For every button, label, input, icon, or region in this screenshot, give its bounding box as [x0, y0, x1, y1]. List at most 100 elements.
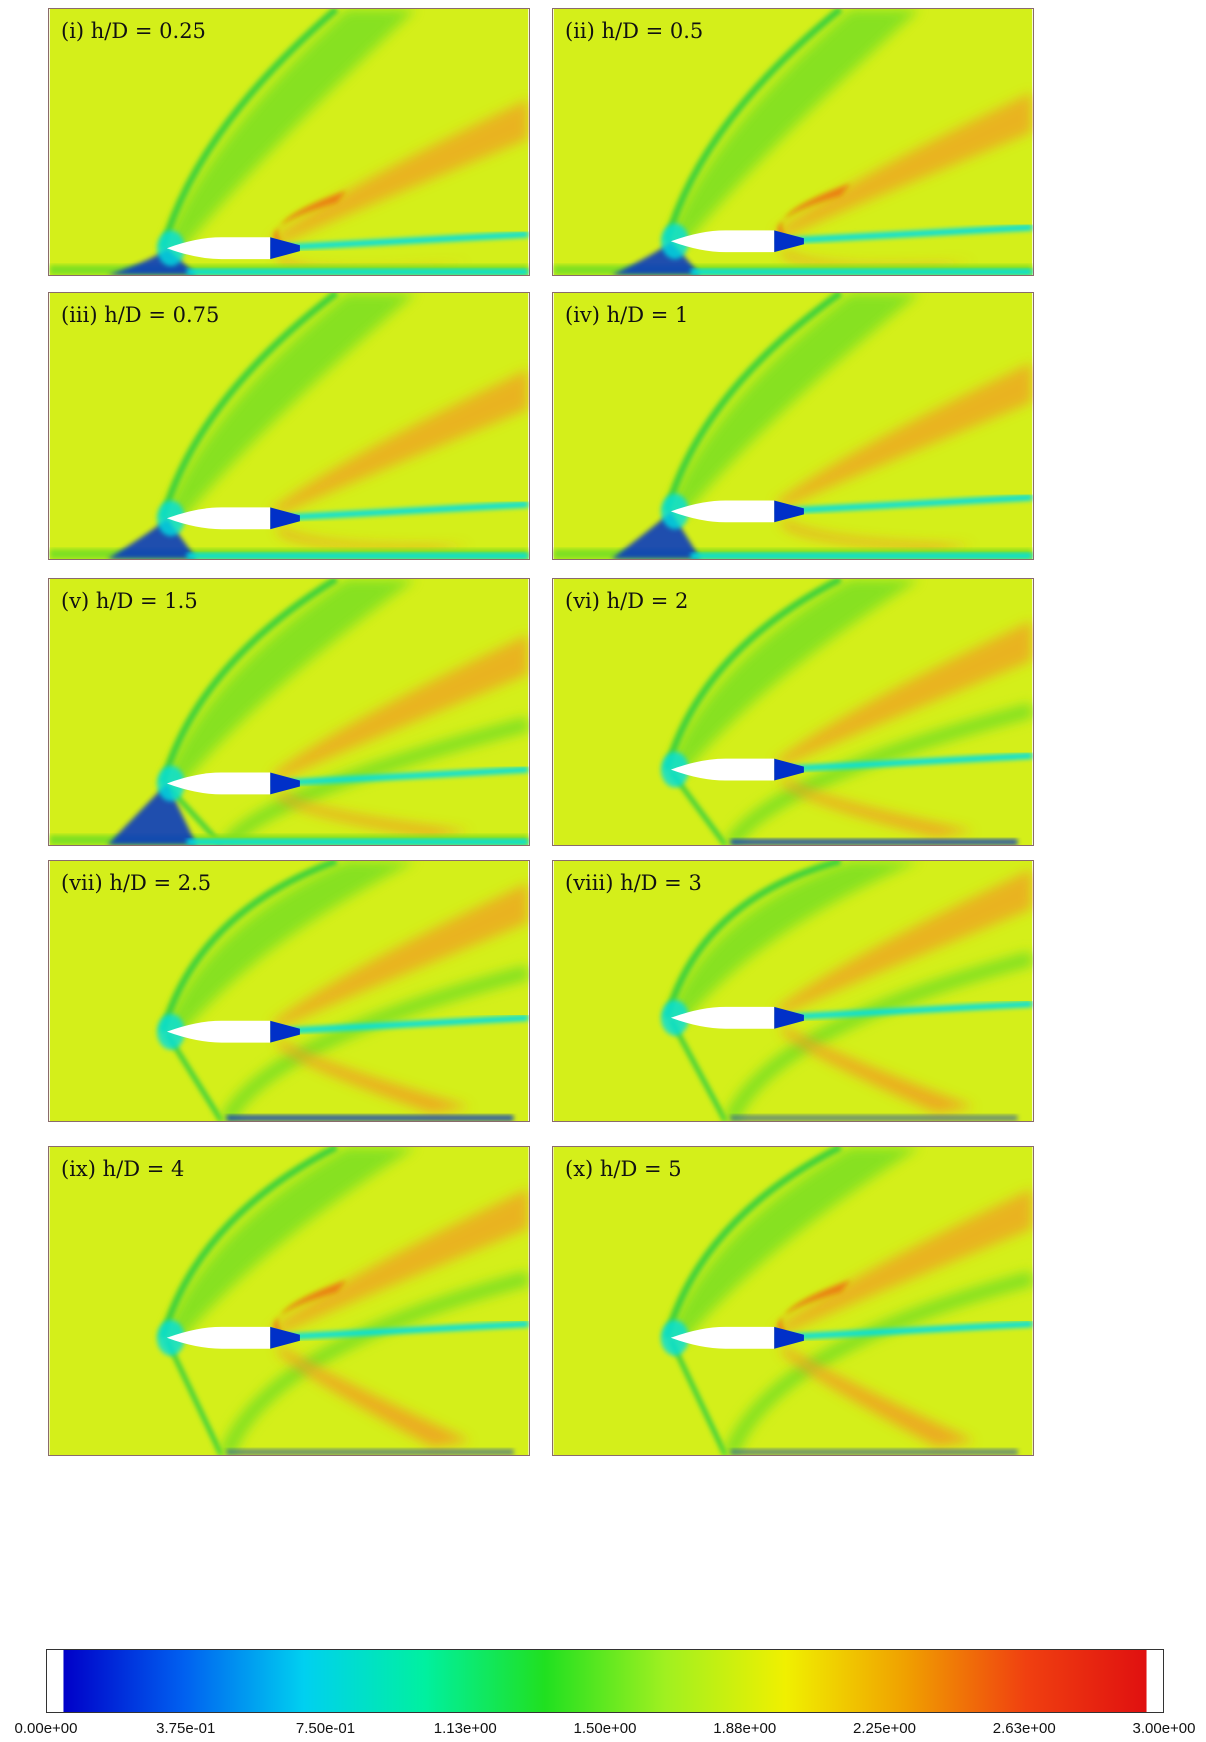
- base-wake: [270, 772, 300, 795]
- floor-impingement: [226, 1449, 514, 1455]
- contour-panel: (vi) h/D = 2: [552, 578, 1034, 846]
- projectile-body: [166, 1326, 271, 1349]
- reflected-shock: [724, 703, 1033, 845]
- upper-compression-band: [774, 620, 1033, 766]
- projectile-body: [670, 1326, 775, 1349]
- floor-cyan-layer: [186, 269, 529, 275]
- lower-compression-band: [276, 1039, 471, 1114]
- panel-label: (iv) h/D = 1: [565, 303, 689, 327]
- lower-compression-band: [780, 777, 975, 838]
- base-wake: [270, 507, 300, 530]
- reflected-shock: [724, 951, 1033, 1121]
- colorbar-tick-label: 0.00e+00: [14, 1720, 78, 1737]
- upper-compression-band: [270, 99, 529, 245]
- colorbar-tick-label: 2.63e+00: [992, 1720, 1056, 1737]
- upper-compression-core: [777, 183, 851, 240]
- bow-shock-region: [162, 579, 416, 788]
- upper-compression-band: [270, 369, 529, 515]
- bow-shock-line: [159, 9, 339, 250]
- panel-label: (vi) h/D = 2: [565, 589, 689, 613]
- reflected-shock: [220, 965, 529, 1121]
- bow-shock-region: [666, 1147, 921, 1342]
- bow-shock-line: [159, 579, 339, 785]
- base-wake: [774, 1326, 804, 1349]
- panel-label: (vii) h/D = 2.5: [61, 871, 212, 895]
- panel-label: (x) h/D = 5: [565, 1157, 682, 1181]
- contour-panel: (vii) h/D = 2.5: [48, 860, 530, 1122]
- projectile-body: [166, 772, 271, 795]
- upper-compression-band: [774, 868, 1033, 1014]
- lower-shock-line: [164, 1338, 224, 1455]
- lower-compression-band: [780, 249, 975, 269]
- contour-plot: [49, 9, 529, 275]
- floor-impingement: [730, 1115, 1018, 1121]
- panel-label: (ii) h/D = 0.5: [565, 19, 704, 43]
- colorbar-gradient: [46, 1649, 1164, 1713]
- bow-shock-line: [663, 1147, 843, 1339]
- contour-panel: (ix) h/D = 4: [48, 1146, 530, 1456]
- contour-plot: [553, 9, 1033, 275]
- base-wake: [270, 1020, 300, 1043]
- contour-panel: (iv) h/D = 1: [552, 292, 1034, 560]
- colorbar-tick-label: 3.75e-01: [156, 1720, 216, 1737]
- projectile-body: [166, 507, 271, 530]
- reflected-shock: [723, 1271, 1033, 1455]
- base-wake: [774, 1006, 804, 1029]
- panel-label: (ix) h/D = 4: [61, 1157, 185, 1181]
- panel-label: (viii) h/D = 3: [565, 871, 702, 895]
- lower-compression-band: [276, 791, 471, 838]
- bow-shock-region: [162, 293, 416, 523]
- contour-panel: (ii) h/D = 0.5: [552, 8, 1034, 276]
- bow-shock-region: [666, 579, 920, 774]
- floor-impingement: [226, 1115, 514, 1121]
- base-wake: [270, 237, 300, 260]
- contour-plot: [49, 861, 529, 1121]
- bow-shock-line: [663, 861, 842, 1019]
- upper-compression-band: [774, 92, 1033, 238]
- contour-plot: [553, 861, 1033, 1121]
- contour-panel: (x) h/D = 5: [552, 1146, 1034, 1456]
- colorbar-tick-label: 2.25e+00: [853, 1720, 916, 1737]
- base-wake: [774, 230, 804, 253]
- panel-label: (v) h/D = 1.5: [61, 589, 198, 613]
- bow-shock-region: [666, 9, 920, 246]
- bow-shock-region: [162, 861, 416, 1036]
- colorbar: [46, 1649, 1164, 1713]
- bow-shock-line: [663, 579, 843, 771]
- colorbar-tick-label: 1.88e+00: [713, 1720, 777, 1737]
- upper-compression-core: [273, 1280, 347, 1336]
- floor-cyan-layer: [690, 553, 1033, 559]
- floor-impingement: [730, 1449, 1018, 1455]
- bow-shock-region: [162, 9, 416, 253]
- bow-shock-region: [666, 293, 920, 516]
- reflected-shock: [219, 1271, 529, 1455]
- upper-compression-band: [270, 1188, 529, 1334]
- contour-panel: (v) h/D = 1.5: [48, 578, 530, 846]
- projectile-body: [670, 500, 775, 523]
- projectile-body: [166, 237, 271, 260]
- projectile-body: [166, 1020, 271, 1043]
- contour-plot: [49, 579, 529, 845]
- bow-shock-line: [159, 293, 339, 520]
- contour-plot: [553, 1147, 1033, 1455]
- bow-shock-line: [663, 9, 843, 243]
- upper-compression-band: [774, 1188, 1033, 1334]
- colorbar-tick-label: 7.50e-01: [295, 1720, 356, 1737]
- projectile-body: [670, 758, 775, 781]
- bow-shock-line: [159, 861, 338, 1033]
- lower-compression-band: [276, 526, 471, 552]
- projectile-body: [670, 1006, 775, 1029]
- upper-compression-core: [273, 190, 347, 247]
- upper-compression-core: [777, 1280, 851, 1336]
- floor-cyan-layer: [690, 269, 1033, 275]
- contour-plot: [49, 1147, 529, 1455]
- colorbar-tick-label: 1.13e+00: [433, 1720, 497, 1737]
- contour-panel: (i) h/D = 0.25: [48, 8, 530, 276]
- projectile-body: [670, 230, 775, 253]
- contour-panel: (iii) h/D = 0.75: [48, 292, 530, 560]
- base-wake: [774, 500, 804, 523]
- bow-shock-line: [663, 293, 843, 513]
- lower-compression-band: [276, 1345, 471, 1448]
- reflected-shock: [220, 717, 529, 845]
- bow-shock-region: [666, 861, 920, 1022]
